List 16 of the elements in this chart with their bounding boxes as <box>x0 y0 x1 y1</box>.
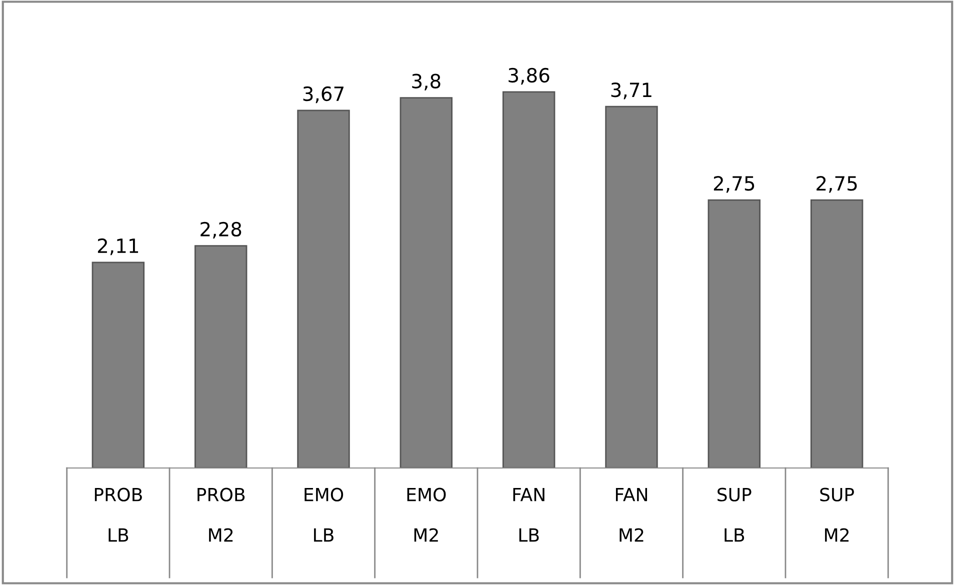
data-label: 2,11 <box>98 238 138 256</box>
category-label: EMO LB <box>304 488 344 542</box>
data-label: 3,67 <box>303 86 344 104</box>
category-label: FAN LB <box>513 488 544 542</box>
data-label: 2,75 <box>816 176 857 193</box>
category-label: SUP M2 <box>820 488 854 542</box>
data-label: 3,8 <box>412 74 440 90</box>
data-label: 3,86 <box>508 68 550 85</box>
category-label: PROB M2 <box>198 488 245 542</box>
data-label: 3,71 <box>611 82 652 100</box>
data-label: 2,28 <box>200 222 242 239</box>
category-label: FAN M2 <box>616 488 648 542</box>
category-label: PROB LB <box>94 488 142 542</box>
category-label: SUP LB <box>718 488 752 542</box>
category-label: EMO M2 <box>407 488 446 542</box>
data-label: 2,75 <box>714 176 754 193</box>
